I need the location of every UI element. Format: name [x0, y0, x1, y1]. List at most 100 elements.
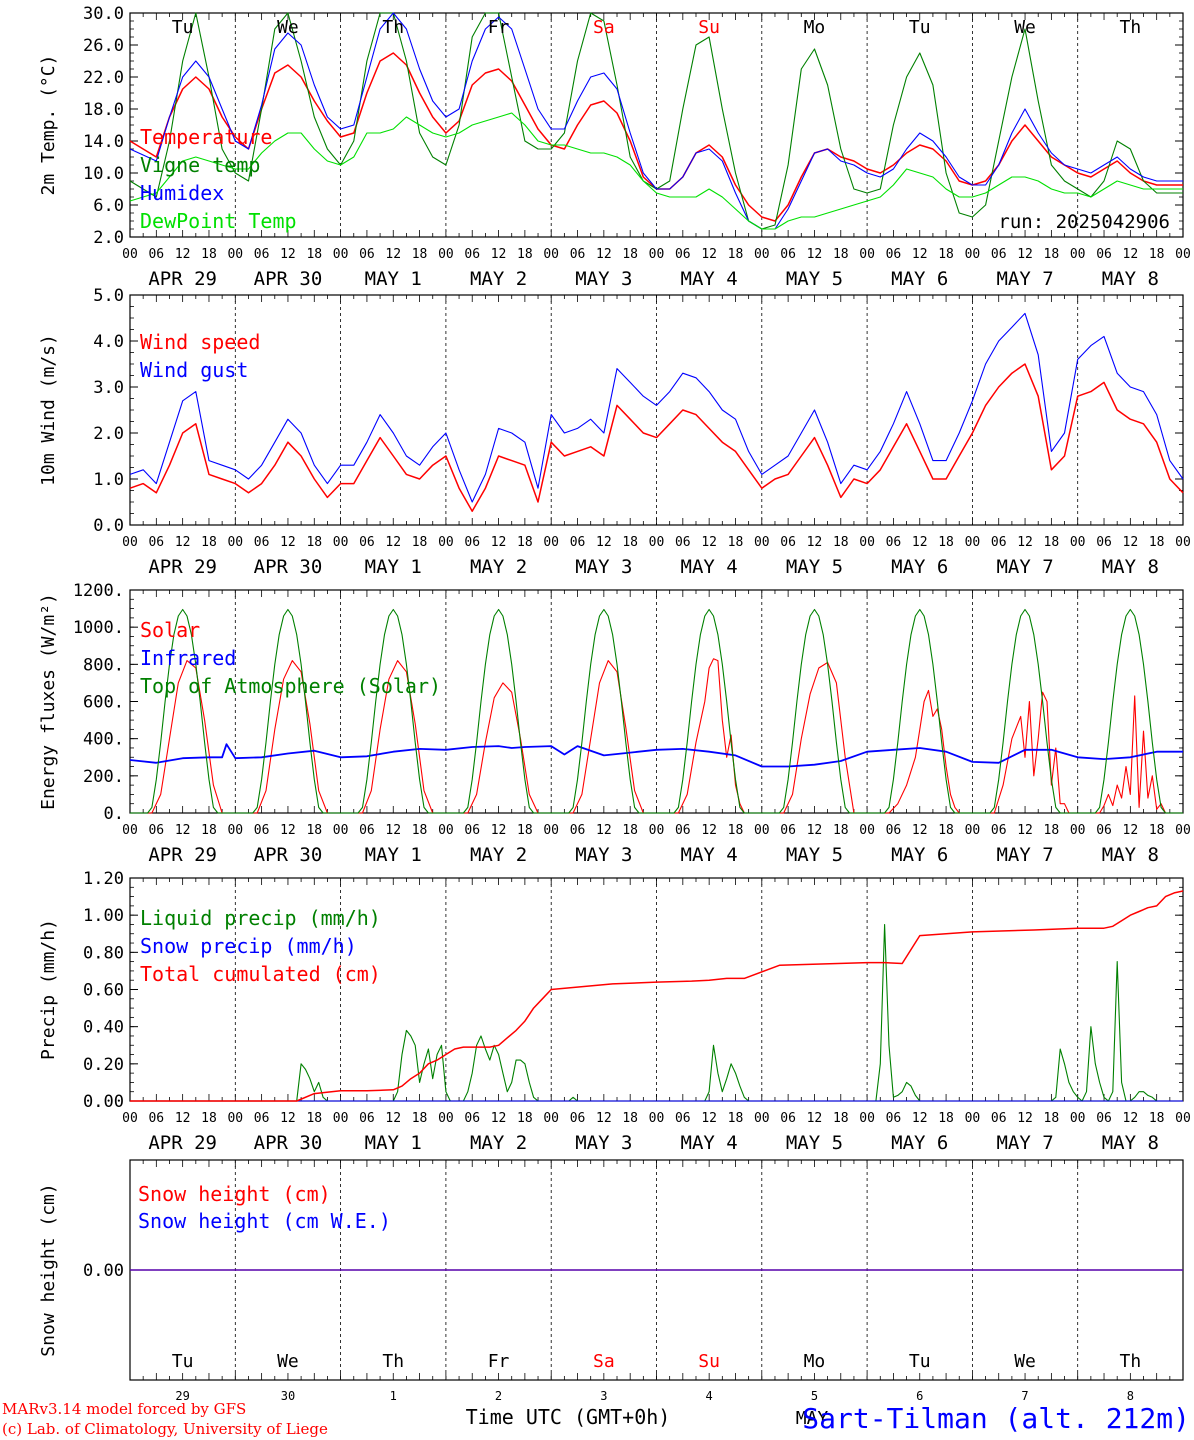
hour-tick-label: 12 — [491, 823, 507, 838]
day-number-label: 29 — [175, 1389, 189, 1403]
date-label: MAY 5 — [786, 556, 843, 578]
hour-tick-label: 06 — [148, 247, 164, 262]
y-tick-label: 6.0 — [93, 196, 124, 216]
hour-tick-label: 18 — [938, 535, 954, 550]
hour-tick-label: 00 — [438, 823, 454, 838]
y-tick-label: 22.0 — [83, 68, 124, 88]
hour-tick-label: 00 — [859, 247, 875, 262]
hour-tick-label: 00 — [649, 1111, 665, 1126]
date-label: APR 30 — [254, 556, 323, 578]
run-label: run: 2025042906 — [998, 211, 1170, 233]
hour-tick-label: 12 — [280, 1111, 296, 1126]
hour-tick-label: 06 — [675, 1111, 691, 1126]
hour-tick-label: 00 — [333, 535, 349, 550]
hour-tick-label: 12 — [807, 247, 823, 262]
hour-tick-label: 06 — [464, 535, 480, 550]
hour-tick-label: 06 — [359, 1111, 375, 1126]
hour-tick-label: 00 — [333, 247, 349, 262]
hour-tick-label: 12 — [175, 247, 191, 262]
date-label: MAY 5 — [786, 844, 843, 866]
hour-tick-label: 06 — [675, 247, 691, 262]
hour-tick-label: 06 — [148, 823, 164, 838]
y-tick-label: 26.0 — [83, 36, 124, 56]
hour-tick-label: 00 — [965, 247, 981, 262]
hour-tick-label: 12 — [385, 823, 401, 838]
date-label: APR 29 — [148, 844, 217, 866]
hour-tick-label: 00 — [543, 247, 559, 262]
panel-3: 0. 200. 400. 600. 800. 1000. 1200. Energy fluxe… — [38, 581, 1191, 866]
hour-tick-label: 00 — [543, 1111, 559, 1126]
weekday-label: Th — [1120, 17, 1142, 38]
hour-tick-label: 12 — [175, 535, 191, 550]
hour-tick-label: 00 — [1070, 823, 1086, 838]
date-label: APR 30 — [254, 844, 323, 866]
hour-tick-label: 00 — [438, 1111, 454, 1126]
hour-tick-label: 18 — [728, 535, 744, 550]
date-label: APR 29 — [148, 268, 217, 290]
y-axis-label: Energy fluxes (W/m²) — [38, 593, 59, 810]
hour-tick-label: 12 — [1123, 1111, 1139, 1126]
hour-tick-label: 12 — [912, 247, 928, 262]
hour-tick-label: 00 — [859, 823, 875, 838]
hour-tick-label: 18 — [622, 535, 638, 550]
date-label: MAY 8 — [1102, 844, 1159, 866]
hour-tick-label: 12 — [596, 823, 612, 838]
hour-tick-label: 06 — [991, 1111, 1007, 1126]
legend-entry: Infrared — [140, 646, 236, 670]
weekday-label: We — [1014, 1351, 1036, 1372]
date-label: MAY 7 — [996, 844, 1053, 866]
hour-tick-label: 18 — [201, 1111, 217, 1126]
legend-entry: Snow height (cm) — [138, 1182, 331, 1206]
hour-tick-label: 00 — [965, 823, 981, 838]
hour-tick-label: 18 — [412, 823, 428, 838]
hour-tick-label: 12 — [1017, 535, 1033, 550]
weekday-label: Fr — [488, 17, 510, 38]
hour-tick-label: 06 — [359, 535, 375, 550]
date-label: MAY 3 — [575, 268, 632, 290]
hour-tick-label: 18 — [728, 1111, 744, 1126]
weekday-label: Sa — [593, 1351, 615, 1372]
y-tick-label: 30.0 — [83, 4, 124, 24]
hour-tick-label: 00 — [1175, 1111, 1191, 1126]
hour-tick-label: 00 — [1175, 823, 1191, 838]
date-label: APR 30 — [254, 268, 323, 290]
hour-tick-label: 18 — [306, 247, 322, 262]
hour-tick-label: 06 — [1096, 535, 1112, 550]
y-tick-label: 0.0 — [93, 516, 124, 536]
y-tick-label: 0.00 — [83, 1261, 124, 1281]
hour-tick-label: 00 — [227, 247, 243, 262]
hour-tick-label: 12 — [1123, 535, 1139, 550]
hour-tick-label: 18 — [306, 823, 322, 838]
lab-credit: (c) Lab. of Climatology, University of L… — [2, 1420, 328, 1438]
hour-tick-label: 18 — [1044, 823, 1060, 838]
series-line-wind-speed — [129, 363, 1184, 512]
day-number-label: 3 — [600, 1389, 607, 1403]
hour-tick-label: 00 — [438, 247, 454, 262]
weekday-label: Fr — [488, 1351, 510, 1372]
legend-entry: Vigne temp — [140, 153, 260, 177]
hour-tick-label: 00 — [122, 535, 138, 550]
hour-tick-label: 06 — [148, 1111, 164, 1126]
hour-tick-label: 00 — [754, 823, 770, 838]
hour-tick-label: 18 — [412, 1111, 428, 1126]
hour-tick-label: 00 — [1070, 535, 1086, 550]
weekday-label: Tu — [909, 1351, 931, 1372]
legend-entry: Top of Atmosphere (Solar) — [140, 674, 441, 698]
y-tick-label: 0.00 — [83, 1092, 124, 1112]
y-tick-label: 1.0 — [93, 470, 124, 490]
y-tick-label: 0. — [104, 804, 124, 824]
hour-tick-label: 18 — [833, 247, 849, 262]
date-label: MAY 2 — [470, 844, 527, 866]
hour-tick-label: 12 — [596, 1111, 612, 1126]
hour-tick-label: 12 — [280, 535, 296, 550]
legend-entry: Total cumulated (cm) — [140, 962, 381, 986]
date-label: MAY 4 — [681, 556, 738, 578]
hour-tick-label: 00 — [859, 535, 875, 550]
hour-tick-label: 00 — [122, 1111, 138, 1126]
hour-tick-label: 00 — [649, 823, 665, 838]
y-tick-label: 600. — [83, 693, 124, 713]
date-label: MAY 8 — [1102, 556, 1159, 578]
day-number-label: 5 — [811, 1389, 818, 1403]
hour-tick-label: 06 — [148, 535, 164, 550]
date-label: MAY 1 — [365, 844, 422, 866]
